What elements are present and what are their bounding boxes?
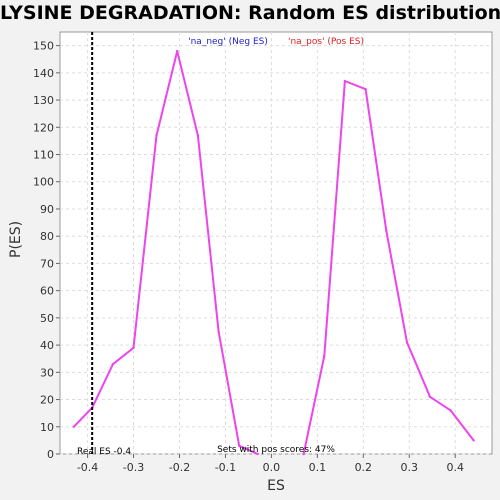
data-point bbox=[302, 452, 305, 456]
data-point bbox=[175, 49, 179, 53]
data-point bbox=[217, 330, 220, 333]
data-point bbox=[256, 452, 259, 456]
plot-background bbox=[59, 31, 493, 455]
annotations: Real ES -0.4 Sets with pos scores: 47% 'na… bbox=[77, 32, 364, 457]
data-point bbox=[238, 444, 241, 448]
y-tick-label: 150 bbox=[33, 40, 54, 53]
x-tick-label: 0.4 bbox=[446, 461, 464, 474]
x-tick-label: -0.2 bbox=[169, 461, 190, 474]
y-tick-label: 70 bbox=[40, 257, 54, 270]
y-tick-label: 80 bbox=[40, 230, 54, 243]
data-point bbox=[196, 134, 200, 137]
x-tick-label: 0.1 bbox=[309, 461, 327, 474]
y-tick-label: 100 bbox=[33, 176, 54, 189]
y-tick-label: 60 bbox=[40, 285, 54, 298]
data-point bbox=[72, 425, 75, 428]
pos-scores-annotation: Sets with pos scores: 47% bbox=[217, 445, 335, 455]
y-tick-label: 0 bbox=[47, 448, 54, 461]
x-tick-label: 0.2 bbox=[355, 461, 373, 474]
data-point bbox=[132, 346, 135, 350]
legend-neg: 'na_neg' (Neg ES) bbox=[188, 37, 268, 47]
y-tick-label: 130 bbox=[33, 94, 54, 107]
data-point bbox=[385, 229, 388, 232]
data-point bbox=[155, 134, 158, 137]
y-tick-label: 10 bbox=[40, 421, 54, 434]
y-tick-label: 120 bbox=[33, 121, 54, 134]
y-tick-label: 140 bbox=[33, 67, 54, 80]
y-tick-label: 40 bbox=[40, 339, 54, 352]
y-tick-label: 50 bbox=[40, 312, 54, 325]
y-axis-label: P(ES) bbox=[8, 220, 24, 258]
real-es-label: Real ES -0.4 bbox=[77, 447, 131, 457]
axis-ticks: 0 10 20 30 40 50 60 70 80 90 100 110 120 130 140 150 -0.… bbox=[33, 40, 464, 474]
x-tick-label: 0.3 bbox=[401, 461, 419, 474]
chart-title: LYSINE DEGRADATION: Random ES distributi… bbox=[0, 2, 500, 24]
data-point bbox=[111, 362, 115, 366]
data-point bbox=[343, 79, 347, 83]
x-axis-label: ES bbox=[267, 478, 285, 494]
y-tick-label: 30 bbox=[40, 366, 54, 379]
data-point bbox=[449, 409, 452, 412]
y-tick-label: 110 bbox=[33, 149, 54, 162]
x-tick-label: -0.3 bbox=[123, 461, 144, 474]
y-tick-label: 20 bbox=[40, 394, 54, 407]
series-line-neg bbox=[73, 50, 259, 455]
data-point bbox=[428, 395, 432, 399]
grid bbox=[60, 32, 492, 455]
data-point bbox=[323, 354, 326, 358]
x-tick-label: -0.4 bbox=[77, 461, 98, 474]
y-tick-label: 90 bbox=[40, 203, 54, 216]
data-point bbox=[405, 341, 409, 344]
x-tick-label: -0.1 bbox=[215, 461, 236, 474]
data-point bbox=[472, 439, 475, 442]
data-point bbox=[364, 87, 367, 91]
legend-pos: 'na_pos' (Pos ES) bbox=[288, 37, 364, 47]
x-tick-label: 0.0 bbox=[263, 461, 281, 474]
series-lines bbox=[72, 49, 475, 456]
